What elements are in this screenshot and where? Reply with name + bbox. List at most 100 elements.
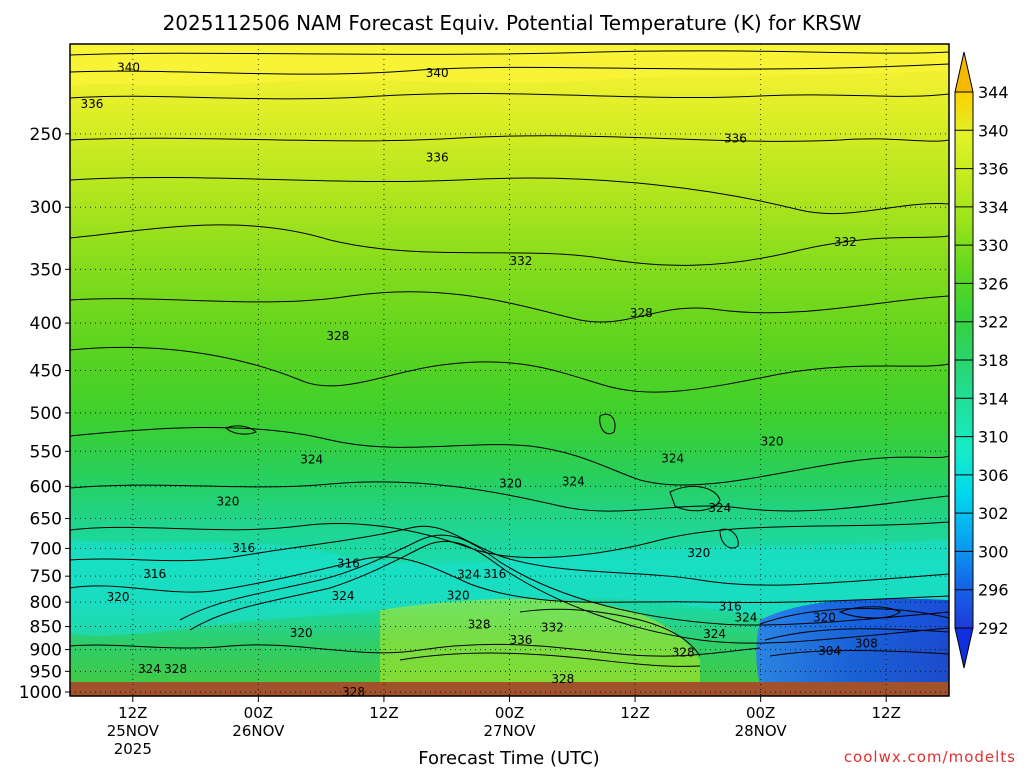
colorbar-label: 292 (978, 619, 1009, 638)
field-cold-pool (756, 598, 949, 684)
contour-label: 320 (290, 626, 313, 640)
contour-label: 324 (332, 589, 355, 603)
contour-label: 320 (447, 589, 470, 603)
contour-label: 324 (138, 662, 161, 676)
contour-line (764, 628, 949, 641)
contour-label-text: 328 (551, 672, 574, 686)
contour-label-text: 320 (107, 590, 130, 604)
y-tick-label: 350 (30, 260, 62, 280)
contour-line (70, 176, 949, 215)
contour-label-text: 324 (138, 662, 161, 676)
contour-line (719, 528, 739, 549)
contour-label-text: 332 (834, 235, 857, 249)
x-tick-label: 12Z (872, 704, 901, 722)
contour-label-text: 316 (232, 541, 255, 555)
y-tick-label: 900 (30, 641, 62, 661)
contour-label-text: 320 (813, 610, 836, 624)
x-tick-label: 25NOV (107, 722, 160, 740)
contour-line (189, 540, 949, 644)
y-tick-label: 800 (30, 593, 62, 613)
contour-label: 336 (724, 132, 747, 146)
contour-label: 324 (300, 452, 323, 466)
colorbar-label: 322 (978, 313, 1009, 332)
contour-line (519, 608, 701, 657)
contour-label-text: 316 (483, 567, 506, 581)
contour-label-text: 320 (499, 477, 522, 491)
contour-label-text: 304 (818, 644, 841, 658)
contour-label: 324 (457, 568, 480, 582)
colorbar-label: 302 (978, 504, 1009, 523)
contour-label: 316 (143, 567, 166, 581)
contour-label-text: 332 (510, 254, 533, 268)
y-tick-label: 700 (30, 539, 62, 559)
colorbar-label: 300 (978, 542, 1009, 561)
contour-line (838, 606, 901, 619)
contour-line (225, 425, 257, 435)
contour-label-text: 328 (326, 329, 349, 343)
field-warm-lower (380, 598, 700, 682)
contour-label: 336 (510, 633, 533, 647)
contour-label: 332 (834, 235, 857, 249)
y-tick-label: 250 (30, 125, 62, 145)
contour-label: 328 (164, 662, 187, 676)
contour-line (70, 426, 949, 486)
contour-line (769, 650, 949, 657)
contour-line (399, 652, 701, 667)
x-tick-label: 12Z (118, 704, 147, 722)
y-tick-label: 950 (30, 662, 62, 682)
y-tick-label: 450 (30, 361, 62, 381)
contour-label: 324 (703, 627, 726, 641)
x-tick-label: 00Z (495, 704, 524, 722)
contour-label: 328 (326, 329, 349, 343)
contour-line (70, 135, 949, 142)
contour-line (70, 481, 949, 512)
y-tick-label: 300 (30, 198, 62, 218)
contour-label-text: 324 (332, 589, 355, 603)
contour-label-text: 332 (541, 621, 564, 635)
contour-label: 320 (761, 435, 784, 449)
x-tick-label: 00Z (746, 704, 775, 722)
x-tick-label: 27NOV (483, 722, 536, 740)
contour-label-text: 328 (164, 662, 187, 676)
colorbar-label: 344 (978, 83, 1009, 102)
contour-label: 340 (117, 60, 140, 74)
contour-label-text: 328 (468, 618, 491, 632)
x-tick-label: 28NOV (735, 722, 788, 740)
colorbar-label: 296 (978, 581, 1009, 600)
contour-label-text: 324 (703, 627, 726, 641)
contour-labels: 340 3403363363363323323283283243243243243… (80, 60, 878, 699)
contour-label-text: 324 (661, 452, 684, 466)
contour-label: 324 (661, 452, 684, 466)
contour-label: 320 (107, 590, 130, 604)
contour-label-text: 320 (290, 626, 313, 640)
contour-label-text: 324 (562, 475, 585, 489)
chart-title: 2025112506 NAM Forecast Equiv. Potential… (163, 11, 862, 35)
contour-label-text: 336 (724, 132, 747, 146)
contour-label-text: 328 (630, 306, 653, 320)
y-tick-label: 550 (30, 442, 62, 462)
contour-label: 328 (468, 618, 491, 632)
contour-label-text: 308 (855, 636, 878, 650)
contour-label-text: 320 (761, 435, 784, 449)
contour-label-text: 324 (734, 610, 757, 624)
contour-label: 332 (541, 621, 564, 635)
contour-label: 324 (562, 475, 585, 489)
contour-line (70, 92, 949, 100)
x-axis-label: Forecast Time (UTC) (418, 748, 599, 768)
y-tick-label: 500 (30, 404, 62, 424)
credit-text: coolwx.com/modelts (844, 748, 1016, 766)
contour-line (759, 608, 949, 625)
colorbar-ticks: 292 296 300 302 306 310 314 318 322 326 330 334 336 3… (955, 83, 1009, 638)
contour-label: 316 (483, 567, 506, 581)
contour-label: 304 (818, 644, 841, 658)
contour-label: 336 (80, 97, 103, 111)
contour-label-text: 336 (426, 150, 449, 164)
colorbar-label: 310 (978, 428, 1009, 447)
contour-line (70, 224, 949, 266)
contour-label: 320 (217, 494, 240, 508)
contour-line (70, 525, 949, 586)
contour-label: 328 (342, 685, 365, 699)
contour-line (70, 291, 949, 323)
y-tick-label: 600 (30, 477, 62, 497)
